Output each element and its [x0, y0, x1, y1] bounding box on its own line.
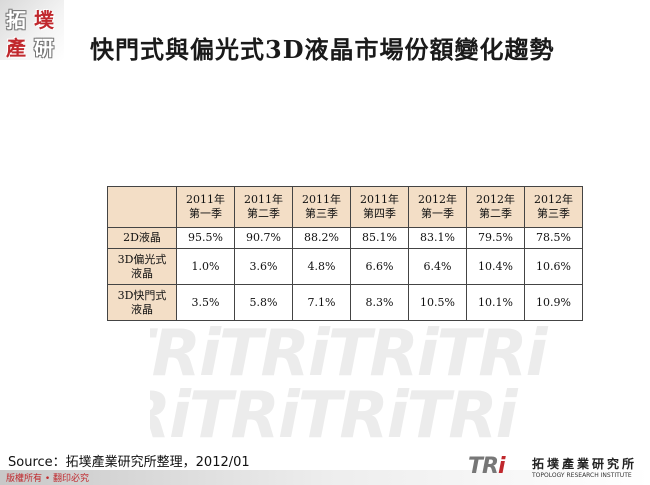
table-cell: 10.9% — [524, 284, 583, 321]
column-header: 2011年 第四季 — [350, 186, 409, 228]
table-cell: 10.6% — [524, 248, 583, 285]
table-cell: 10.1% — [466, 284, 525, 321]
table-row: 3D偏光式 液晶 1.0% 3.6% 4.8% 6.6% 6.4% 10.4% 1… — [107, 248, 583, 285]
table-cell: 1.0% — [176, 248, 235, 285]
logo-char: 研 — [34, 36, 54, 60]
table-cell: 95.5% — [176, 227, 235, 249]
table-cell: 7.1% — [292, 284, 351, 321]
table-cell: 3.6% — [234, 248, 293, 285]
table-cell: 8.3% — [350, 284, 409, 321]
table-cell: 6.6% — [350, 248, 409, 285]
table-row: 2D液晶 95.5% 90.7% 88.2% 85.1% 83.1% 79.5%… — [107, 227, 583, 249]
row-header: 2D液晶 — [107, 227, 177, 249]
table-cell: 78.5% — [524, 227, 583, 249]
table-cell: 6.4% — [408, 248, 467, 285]
table-row: 3D快門式 液晶 3.5% 5.8% 7.1% 8.3% 10.5% 10.1% … — [107, 284, 583, 321]
table-cell: 83.1% — [408, 227, 467, 249]
table-cell: 85.1% — [350, 227, 409, 249]
table-cell: 10.4% — [466, 248, 525, 285]
logo-char: 拓 — [6, 8, 26, 32]
table-cell: 10.5% — [408, 284, 467, 321]
column-header: 2011年 第二季 — [234, 186, 293, 228]
tri-logo-mark: TRi — [468, 454, 505, 479]
table-header-row: 2011年 第一季 2011年 第二季 2011年 第三季 2011年 第四季 2012… — [107, 186, 583, 228]
page-title: 快門式與偏光式3D液晶市場份額變化趨勢 — [90, 35, 555, 64]
footer-bar: 版權所有 • 翻印必究 — [0, 470, 650, 485]
row-header: 3D偏光式 液晶 — [107, 248, 177, 285]
table-cell: 3.5% — [176, 284, 235, 321]
column-header: 2012年 第三季 — [524, 186, 583, 228]
table-cell: 79.5% — [466, 227, 525, 249]
brand-logo: TRi 拓墣產業研究所 TOPOLOGY RESEARCH INSTITUTE — [468, 452, 648, 485]
company-logo: 拓 墣 產 研 — [0, 0, 64, 60]
copyright-notice: 版權所有 • 翻印必究 — [6, 474, 90, 484]
column-header: 2012年 第二季 — [466, 186, 525, 228]
table-cell: 5.8% — [234, 284, 293, 321]
table-cell: 90.7% — [234, 227, 293, 249]
column-header: 2012年 第一季 — [408, 186, 467, 228]
column-header: 2011年 第一季 — [176, 186, 235, 228]
market-share-table: 2011年 第一季 2011年 第二季 2011年 第三季 2011年 第四季 2012… — [107, 186, 583, 321]
column-header: 2011年 第三季 — [292, 186, 351, 228]
source-note: Source：拓墣產業研究所整理，2012/01 — [8, 455, 250, 470]
table-corner-cell — [107, 186, 177, 228]
row-header: 3D快門式 液晶 — [107, 284, 177, 321]
logo-char: 產 — [6, 36, 26, 60]
logo-char: 墣 — [34, 8, 54, 32]
brand-name-cn: 拓墣產業研究所 — [532, 457, 638, 471]
table-cell: 88.2% — [292, 227, 351, 249]
brand-name-en: TOPOLOGY RESEARCH INSTITUTE — [532, 472, 632, 479]
table-cell: 4.8% — [292, 248, 351, 285]
